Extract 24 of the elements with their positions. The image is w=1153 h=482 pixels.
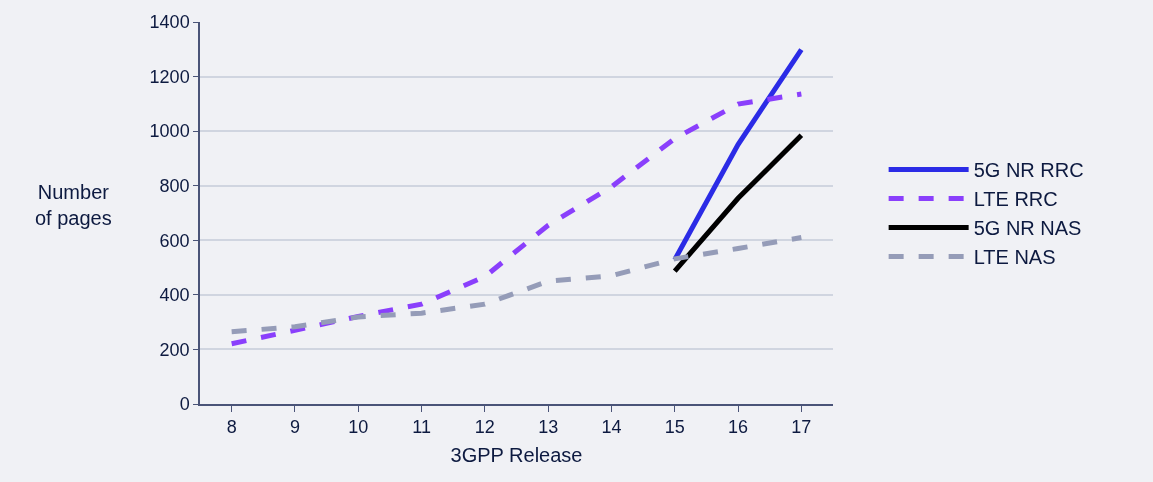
x-tick-label: 15 bbox=[664, 417, 685, 438]
x-tick-label: 12 bbox=[474, 417, 495, 438]
x-tick-label: 9 bbox=[289, 417, 300, 438]
x-tick-label: 8 bbox=[226, 417, 237, 438]
legend-label: 5G NR NAS bbox=[973, 217, 1082, 240]
x-tick-label: 10 bbox=[348, 417, 369, 438]
y-tick-label: 200 bbox=[159, 339, 190, 360]
x-tick-label: 11 bbox=[412, 417, 431, 438]
y-tick-label: 400 bbox=[159, 285, 190, 306]
y-tick-label: 1200 bbox=[149, 66, 190, 87]
y-tick-label: 0 bbox=[179, 394, 190, 415]
y-tick-label: 1000 bbox=[149, 121, 190, 142]
x-tick-label: 13 bbox=[538, 417, 559, 438]
x-axis-title: 3GPP Release bbox=[450, 444, 583, 467]
x-tick-label: 14 bbox=[601, 417, 622, 438]
y-axis-title: Number of pages bbox=[35, 181, 112, 229]
x-tick-label: 16 bbox=[728, 417, 749, 438]
y-tick-label: 1400 bbox=[149, 12, 190, 33]
y-tick-label: 600 bbox=[159, 230, 190, 251]
x-tick-label: 17 bbox=[791, 417, 812, 438]
legend-label: LTE RRC bbox=[973, 188, 1058, 211]
legend-label: 5G NR RRC bbox=[973, 159, 1084, 182]
y-tick-label: 800 bbox=[159, 176, 190, 197]
legend-label: LTE NAS bbox=[973, 246, 1056, 269]
